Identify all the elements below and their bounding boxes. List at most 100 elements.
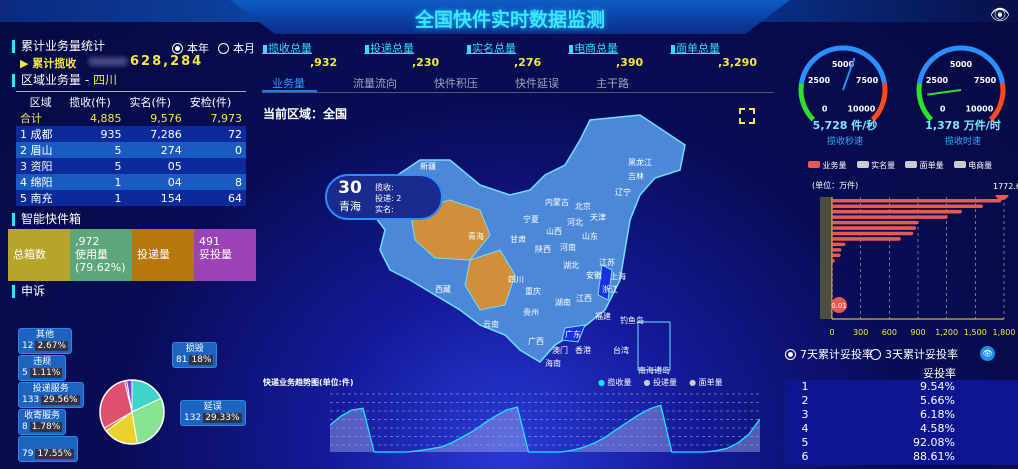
table-row[interactable]: 3 6.18%	[785, 408, 1018, 422]
province-label[interactable]: 天津	[590, 213, 606, 222]
table-row[interactable]: 2 5.66%	[785, 394, 1018, 408]
province-label[interactable]: 新疆	[420, 162, 436, 171]
table-row[interactable]: 4 绵阳 1 04 8	[16, 174, 246, 190]
bar[interactable]	[832, 264, 833, 268]
legend-item[interactable]: ● 揽收量	[598, 378, 632, 387]
tooltip-value: 2	[396, 194, 402, 203]
tab-4[interactable]: 主干路	[596, 77, 629, 90]
bar[interactable]	[832, 215, 948, 219]
province-label[interactable]: 湖北	[563, 261, 579, 270]
bar[interactable]	[832, 242, 846, 247]
cell: 7,973	[210, 111, 243, 125]
bar[interactable]	[832, 237, 901, 241]
legend-item[interactable]: 电商量	[953, 160, 992, 171]
bar[interactable]	[832, 226, 917, 230]
province-guangdong[interactable]	[561, 324, 586, 343]
province-label[interactable]: 上海	[610, 272, 626, 281]
province-label[interactable]: 湖南	[555, 298, 571, 307]
pie-label: 投递服务 133 29.56%	[18, 382, 84, 408]
radio-3day[interactable]: 3天累计妥投率	[870, 346, 958, 362]
bar[interactable]	[832, 275, 833, 279]
legend-item[interactable]: 实名量	[856, 160, 895, 171]
kpi-0[interactable]: ▮揽收总量 ,932	[262, 40, 337, 69]
table-row[interactable]: 1 9.54%	[785, 380, 1018, 394]
province-label[interactable]: 浙江	[602, 285, 618, 294]
bar[interactable]	[832, 297, 833, 301]
kpi-2[interactable]: ▮实名总量 ,276	[466, 40, 541, 69]
kpi-1[interactable]: ▮投递总量 ,230	[364, 40, 439, 69]
bar[interactable]	[832, 259, 835, 263]
bar[interactable]	[832, 204, 983, 208]
bar[interactable]	[832, 209, 962, 214]
legend-item[interactable]: 业务量	[808, 160, 847, 171]
province-zhejiang[interactable]	[597, 264, 613, 301]
province-label[interactable]: 重庆	[525, 287, 541, 296]
tab-3[interactable]: 快件延误	[515, 77, 559, 90]
bar[interactable]	[832, 286, 833, 290]
bar[interactable]	[832, 220, 918, 225]
tab-1[interactable]: 流量流向	[353, 77, 397, 90]
province-label[interactable]: 四川	[508, 275, 524, 284]
province-label[interactable]: 陕西	[535, 245, 551, 254]
province-label[interactable]: 吉林	[628, 172, 644, 181]
kpi-3[interactable]: ▮电商总量 ,390	[568, 40, 643, 69]
table-row[interactable]: 5 南充 1 154 64	[16, 190, 246, 206]
province-label[interactable]: 江苏	[599, 258, 615, 267]
province-label[interactable]: 江西	[576, 294, 592, 303]
radio-month[interactable]: 本月	[218, 40, 255, 56]
province-label[interactable]: 安徽	[586, 271, 602, 280]
bar[interactable]	[832, 269, 833, 274]
fullscreen-icon[interactable]	[739, 108, 755, 124]
province-label[interactable]: 山西	[546, 227, 562, 236]
province-label[interactable]: 钓鱼岛	[620, 316, 644, 325]
province-label[interactable]: 内蒙古	[545, 198, 569, 207]
province-label[interactable]: 云南	[483, 320, 499, 329]
eye-icon[interactable]: 👁	[989, 5, 1010, 24]
province-label[interactable]: 甘肃	[510, 235, 526, 244]
province-label[interactable]: 台湾	[613, 346, 629, 355]
province-label[interactable]: 澳门	[552, 346, 568, 355]
province-label[interactable]: 河南	[560, 243, 576, 252]
province-label[interactable]: 福建	[595, 312, 611, 321]
table-row[interactable]: 1 成都 935 7,286 72	[16, 126, 246, 142]
province-label[interactable]: 北京	[575, 202, 591, 211]
bar[interactable]	[832, 248, 842, 252]
province-label[interactable]: 香港	[575, 346, 591, 355]
province-label[interactable]: 南海诸岛	[638, 366, 670, 375]
bar[interactable]	[832, 291, 833, 296]
china-outline[interactable]	[369, 114, 686, 363]
table-row[interactable]: 3 资阳 5 05	[16, 158, 246, 174]
province-label[interactable]: 广西	[528, 337, 544, 346]
tab-2[interactable]: 快件积压	[434, 77, 478, 90]
legend-item[interactable]: 面单量	[905, 160, 944, 171]
table-row[interactable]: 6 88.61%	[785, 450, 1018, 464]
province-label[interactable]: 宁夏	[523, 215, 539, 224]
province-label[interactable]: 西藏	[435, 285, 451, 294]
bar[interactable]	[832, 280, 833, 285]
table-row[interactable]: 5 92.08%	[785, 436, 1018, 450]
province-label[interactable]: 青海	[468, 232, 484, 241]
radio-year[interactable]: 本年	[172, 40, 209, 56]
table-row[interactable]: 2 眉山 5 274 0	[16, 142, 246, 158]
tab-0[interactable]: 业务量	[272, 77, 305, 90]
bar[interactable]	[832, 253, 841, 258]
province-label[interactable]: 海南	[545, 359, 561, 368]
table-row[interactable]: 4 4.58%	[785, 422, 1018, 436]
province-label[interactable]: 辽宁	[615, 188, 631, 197]
legend-item[interactable]: ● 投递量	[643, 378, 678, 387]
legend-item[interactable]: ● 面单量	[689, 378, 723, 387]
eye-icon[interactable]: 👁	[980, 346, 995, 361]
kpi-value: ,276	[514, 56, 542, 69]
bar[interactable]	[832, 313, 833, 318]
kpi-4[interactable]: ▮面单总量 ,3,290	[670, 40, 757, 69]
bar[interactable]	[832, 231, 914, 236]
province-label[interactable]: 黑龙江	[628, 158, 652, 167]
province-label[interactable]: 广东	[565, 330, 581, 339]
bar[interactable]	[832, 199, 1002, 203]
province-label[interactable]: 河北	[567, 218, 583, 227]
legend-label: 面单量	[919, 161, 944, 170]
province-label[interactable]: 山东	[582, 232, 598, 241]
radio-7day[interactable]: 7天累计妥投率	[785, 346, 873, 362]
province-sichuan[interactable]	[464, 249, 516, 311]
province-label[interactable]: 贵州	[523, 308, 539, 317]
